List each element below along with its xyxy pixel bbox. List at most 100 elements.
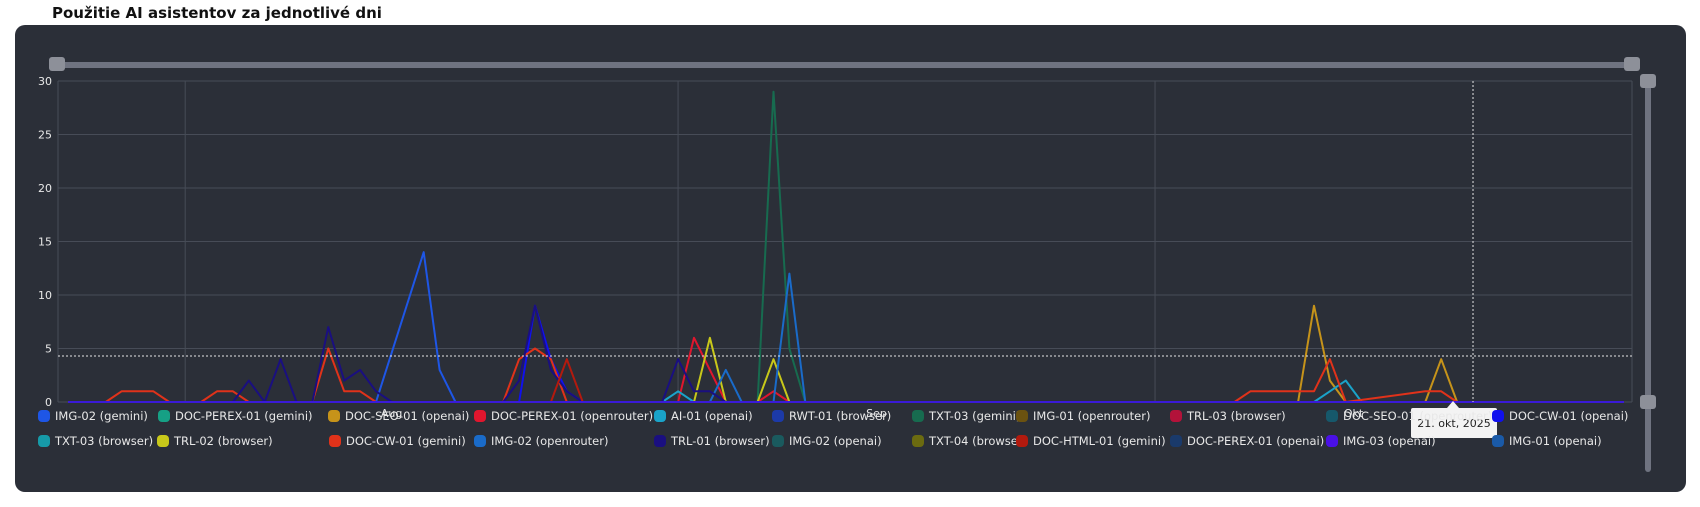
y-zoom-track[interactable] [1645,80,1651,472]
page-title: Použitie AI asistentov za jednotlivé dni [52,4,382,22]
legend-label: IMG-02 (openai) [789,434,882,448]
legend-label: DOC-SEO-01 (openrouter) [1343,409,1493,423]
legend-label: IMG-02 (openrouter) [491,434,609,448]
legend-item[interactable]: IMG-01 (openai) [1492,432,1602,450]
series-line-15 [232,304,727,403]
series-line-18 [549,358,584,403]
legend-item[interactable]: AI-01 (openai) [654,407,753,425]
legend-label: TRL-03 (browser) [1187,409,1286,423]
legend-label: RWT-01 (browser) [789,409,892,423]
legend-swatch [1170,410,1182,422]
x-zoom-handle-right[interactable] [1624,57,1640,71]
legend-swatch [1016,410,1028,422]
legend-swatch [1170,435,1182,447]
legend-item[interactable]: DOC-PEREX-01 (gemini) [158,407,313,425]
legend-label: DOC-CW-01 (openai) [1509,409,1629,423]
y-tick-label: 5 [45,343,52,356]
y-tick-label: 20 [38,182,52,195]
legend-item[interactable]: TRL-02 (browser) [157,432,273,450]
legend-swatch [912,435,924,447]
legend-label: TRL-02 (browser) [174,434,273,448]
x-tick-labels: Aug Sep Okt [381,407,1364,420]
legend-label: IMG-03 (openai) [1343,434,1436,448]
legend-swatch [1492,410,1504,422]
legend-label: TXT-03 (gemini) [929,409,1021,423]
chart-panel [15,25,1686,492]
legend-swatch [474,435,486,447]
legend-item[interactable]: DOC-PEREX-01 (openrouter) [474,407,653,425]
legend-item[interactable]: DOC-CW-01 (openai) [1492,407,1628,425]
series-line-13 [105,347,1458,403]
legend-item[interactable]: TRL-01 (browser) [654,432,770,450]
legend: IMG-02 (gemini) DOC-PEREX-01 (gemini) DOC-… [38,407,1638,467]
x-tick-label: Aug [381,407,402,420]
crosshair [58,81,1632,402]
x-zoom-handle-left[interactable] [49,57,65,71]
legend-swatch [654,435,666,447]
legend-item[interactable]: IMG-03 (openai) [1326,432,1436,450]
legend-swatch [654,410,666,422]
legend-label: TXT-04 (browser) [929,434,1028,448]
legend-label: IMG-02 (gemini) [55,409,148,423]
legend-swatch [772,435,784,447]
crosshair-tooltip-arrow [1447,401,1459,408]
legend-label: TRL-01 (browser) [671,434,770,448]
legend-swatch [474,410,486,422]
y-zoom-slider[interactable] [1640,74,1656,472]
legend-label: TXT-03 (browser) [55,434,154,448]
legend-item[interactable]: DOC-HTML-01 (gemini) [1016,432,1166,450]
legend-item[interactable]: IMG-01 (openrouter) [1016,407,1150,425]
series-line-6 [756,90,807,403]
legend-label: AI-01 (openai) [671,409,753,423]
legend-label: DOC-SEO-01 (openai) [345,409,470,423]
legend-swatch [1326,410,1338,422]
legend-item[interactable]: DOC-CW-01 (gemini) [329,432,466,450]
legend-label: DOC-PEREX-01 (openai) [1187,434,1325,448]
legend-label: IMG-01 (openai) [1509,434,1602,448]
legend-label: DOC-PEREX-01 (openrouter) [491,409,654,423]
legend-swatch [38,435,50,447]
legend-label: DOC-PEREX-01 (gemini) [175,409,313,423]
legend-item[interactable]: IMG-02 (openai) [772,432,882,450]
y-zoom-handle-bottom[interactable] [1640,395,1656,409]
series-line-0 [375,251,457,403]
series-line-2 [1297,304,1459,403]
y-tick-label: 15 [38,236,52,249]
x-zoom-slider[interactable] [49,57,1640,71]
gridlines [57,80,1633,403]
legend-item[interactable]: TXT-03 (browser) [38,432,153,450]
legend-label: DOC-HTML-01 (gemini) [1033,434,1166,448]
legend-item[interactable]: RWT-01 (browser) [772,407,891,425]
legend-label: DOC-CW-01 (gemini) [346,434,466,448]
legend-swatch [157,435,169,447]
x-tick-label: Sep [866,407,887,420]
x-tick-label: Okt [1344,407,1364,420]
y-tick-label: 30 [38,75,52,88]
series-line-3 [677,336,790,403]
legend-item[interactable]: TXT-04 (browser) [912,432,1027,450]
legend-swatch [1016,435,1028,447]
crosshair-date-tooltip: 21. okt, 2025 [1411,408,1497,438]
legend-item[interactable]: TXT-03 (gemini) [912,407,1020,425]
legend-swatch [329,435,341,447]
legend-item[interactable]: IMG-02 (openrouter) [474,432,608,450]
legend-item[interactable]: TRL-03 (browser) [1170,407,1286,425]
y-zoom-handle-top[interactable] [1640,74,1656,88]
series-lines [68,90,1624,403]
y-tick-labels: 0 5 10 15 20 25 30 [38,75,52,409]
legend-item[interactable]: DOC-SEO-01 (openrouter) [1326,407,1492,425]
legend-swatch [772,410,784,422]
x-zoom-track[interactable] [50,62,1640,68]
y-tick-label: 0 [45,396,52,409]
y-tick-label: 25 [38,129,52,142]
legend-item[interactable]: DOC-PEREX-01 (openai) [1170,432,1324,450]
legend-swatch [1326,435,1338,447]
legend-swatch [158,410,170,422]
legend-swatch [1492,435,1504,447]
legend-label: IMG-01 (openrouter) [1033,409,1151,423]
legend-item[interactable]: IMG-02 (gemini) [38,407,148,425]
legend-item[interactable]: DOC-SEO-01 (openai) [328,407,469,425]
legend-swatch [38,410,50,422]
legend-swatch [912,410,924,422]
